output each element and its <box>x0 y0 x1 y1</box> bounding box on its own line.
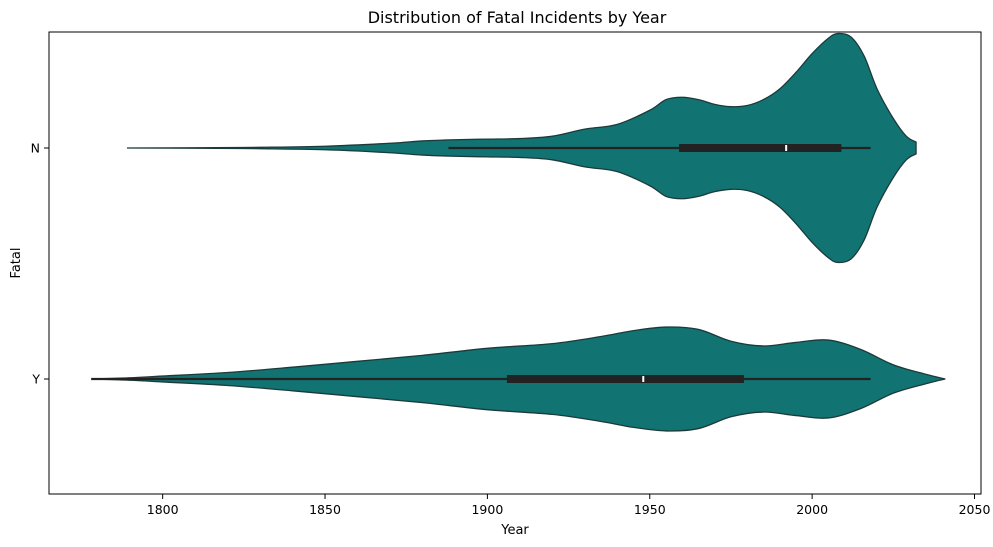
y-axis: NY <box>31 141 49 387</box>
chart-title: Distribution of Fatal Incidents by Year <box>368 8 667 27</box>
plot-area <box>91 32 946 432</box>
iqr-box-y <box>506 375 744 383</box>
x-tick-label-1800: 1800 <box>147 502 179 517</box>
median-y <box>642 376 645 382</box>
y-tick-label-n: N <box>31 141 40 156</box>
x-tick-label-1900: 1900 <box>471 502 503 517</box>
x-tick-label-1950: 1950 <box>634 502 666 517</box>
x-tick-label-2000: 2000 <box>796 502 828 517</box>
x-tick-label-1850: 1850 <box>309 502 341 517</box>
y-axis-label: Fatal <box>9 248 24 279</box>
x-tick-label-2050: 2050 <box>959 502 991 517</box>
iqr-box-n <box>678 144 842 152</box>
x-axis-label: Year <box>500 523 529 538</box>
plot-frame <box>48 31 982 495</box>
median-n <box>785 145 788 151</box>
x-axis: 1800 1850 1900 1950 2000 2050 <box>147 494 991 517</box>
y-tick-label-y: Y <box>31 372 40 387</box>
